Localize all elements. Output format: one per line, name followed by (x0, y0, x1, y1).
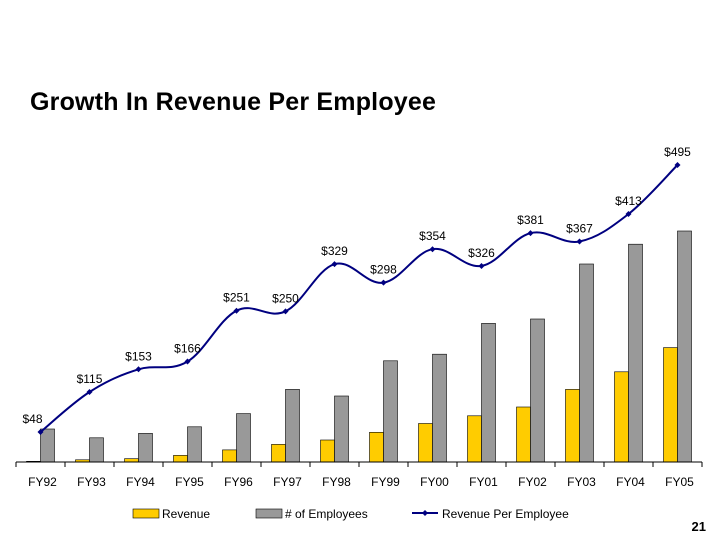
revenue-bar-fy03 (565, 389, 580, 463)
data-label-fy97: $250 (272, 291, 299, 305)
revenue-bar-fy96 (222, 449, 237, 463)
employees-bar-fy93 (89, 437, 104, 463)
line-point-fy02 (527, 230, 534, 237)
employees-bar-fy01 (481, 323, 496, 463)
data-label-fy93: $115 (77, 372, 103, 386)
page-number: 21 (691, 519, 706, 534)
data-label-fy04: $413 (615, 194, 642, 208)
data-label-fy96: $251 (223, 291, 250, 305)
revenue-bar-fy98 (320, 439, 335, 463)
employees-bar-fy99 (383, 360, 398, 463)
data-label-fy01: $326 (468, 246, 495, 260)
employees-bar-fy97 (285, 389, 300, 463)
x-tick-label: FY93 (77, 475, 106, 489)
employees-bar-fy02 (530, 318, 545, 463)
data-label-fy03: $367 (566, 222, 593, 236)
revenue-bar-fy05 (663, 347, 678, 463)
legend-revenue-per-employee-marker (422, 510, 428, 516)
employees-bar-fy95 (187, 426, 202, 463)
employees-bar-fy96 (236, 413, 251, 463)
revenue-bar-fy04 (614, 371, 629, 463)
data-label-fy92: $48 (22, 412, 42, 426)
x-tick-label: FY00 (420, 475, 449, 489)
data-label-fy94: $153 (125, 349, 152, 363)
data-label-fy00: $354 (419, 229, 446, 243)
line-point-fy96 (233, 307, 240, 314)
legend-revenue-per-employee-label: Revenue Per Employee (442, 507, 569, 521)
legend-employees-label: # of Employees (285, 507, 368, 521)
x-tick-label: FY02 (518, 475, 547, 489)
legend-revenue-swatch (132, 508, 160, 519)
revenue-per-employee-line (39, 164, 679, 433)
x-tick-label: FY95 (175, 475, 204, 489)
data-label-fy99: $298 (370, 263, 397, 277)
revenue-bar-fy99 (369, 431, 384, 463)
line-point-fy93 (86, 388, 93, 395)
revenue-bar-fy02 (516, 406, 531, 463)
x-tick-label: FY99 (371, 475, 400, 489)
revenue-bar-fy95 (173, 455, 188, 463)
employees-bar-fy94 (138, 433, 153, 463)
x-tick-label: FY01 (469, 475, 498, 489)
line-point-fy05 (674, 162, 681, 168)
x-tick-label: FY04 (616, 475, 645, 489)
legend-revenue: Revenue (132, 507, 210, 521)
data-label-fy98: $329 (321, 244, 348, 258)
data-label-fy02: $381 (517, 213, 544, 227)
employees-bar-fy00 (432, 353, 447, 463)
employees-bar-fy92 (40, 428, 55, 463)
data-label-fy05: $495 (664, 145, 691, 159)
line-point-fy04 (625, 210, 632, 217)
x-tick-label: FY96 (224, 475, 253, 489)
x-tick-label: FY92 (28, 475, 57, 489)
line-layer: $48 $115 $153 $166 $251 $250 $329 $298 $354 $326 $… (22, 145, 691, 435)
line-point-fy00 (429, 246, 436, 253)
revenue-bar-fy97 (271, 444, 286, 463)
x-tick-label: FY05 (665, 475, 694, 489)
legend-employees-swatch (255, 508, 283, 519)
line-point-fy98 (331, 261, 338, 268)
x-tick-label: FY98 (322, 475, 351, 489)
slide-title: Growth In Revenue Per Employee (30, 88, 437, 116)
bars-layer (26, 230, 692, 463)
legend: Revenue # of Employees Revenue Per Employe… (132, 507, 569, 521)
line-point-fy03 (576, 238, 583, 245)
x-tick-label: FY03 (567, 475, 596, 489)
legend-revenue-label: Revenue (162, 507, 210, 521)
revenue-bar-fy00 (418, 423, 433, 463)
line-point-fy99 (380, 279, 387, 286)
line-point-fy01 (478, 262, 485, 269)
x-tick-label: FY97 (273, 475, 302, 489)
legend-employees: # of Employees (255, 507, 368, 521)
x-tick-label: FY94 (126, 475, 155, 489)
x-axis: FY92 FY93 FY94 FY95 FY96 FY97 FY98 FY99 FY00 FY01… (15, 461, 703, 489)
employees-bar-fy04 (628, 243, 643, 463)
employees-bar-fy05 (677, 230, 692, 463)
line-point-fy92 (37, 429, 44, 435)
line-point-fy94 (135, 366, 142, 373)
data-label-fy95: $166 (174, 342, 201, 356)
employees-bar-fy03 (579, 263, 594, 463)
line-point-fy95 (184, 358, 191, 365)
employees-bar-fy98 (334, 395, 349, 463)
revenue-bar-fy01 (467, 415, 482, 463)
line-point-fy97 (282, 308, 289, 315)
legend-revenue-per-employee: Revenue Per Employee (412, 507, 569, 521)
